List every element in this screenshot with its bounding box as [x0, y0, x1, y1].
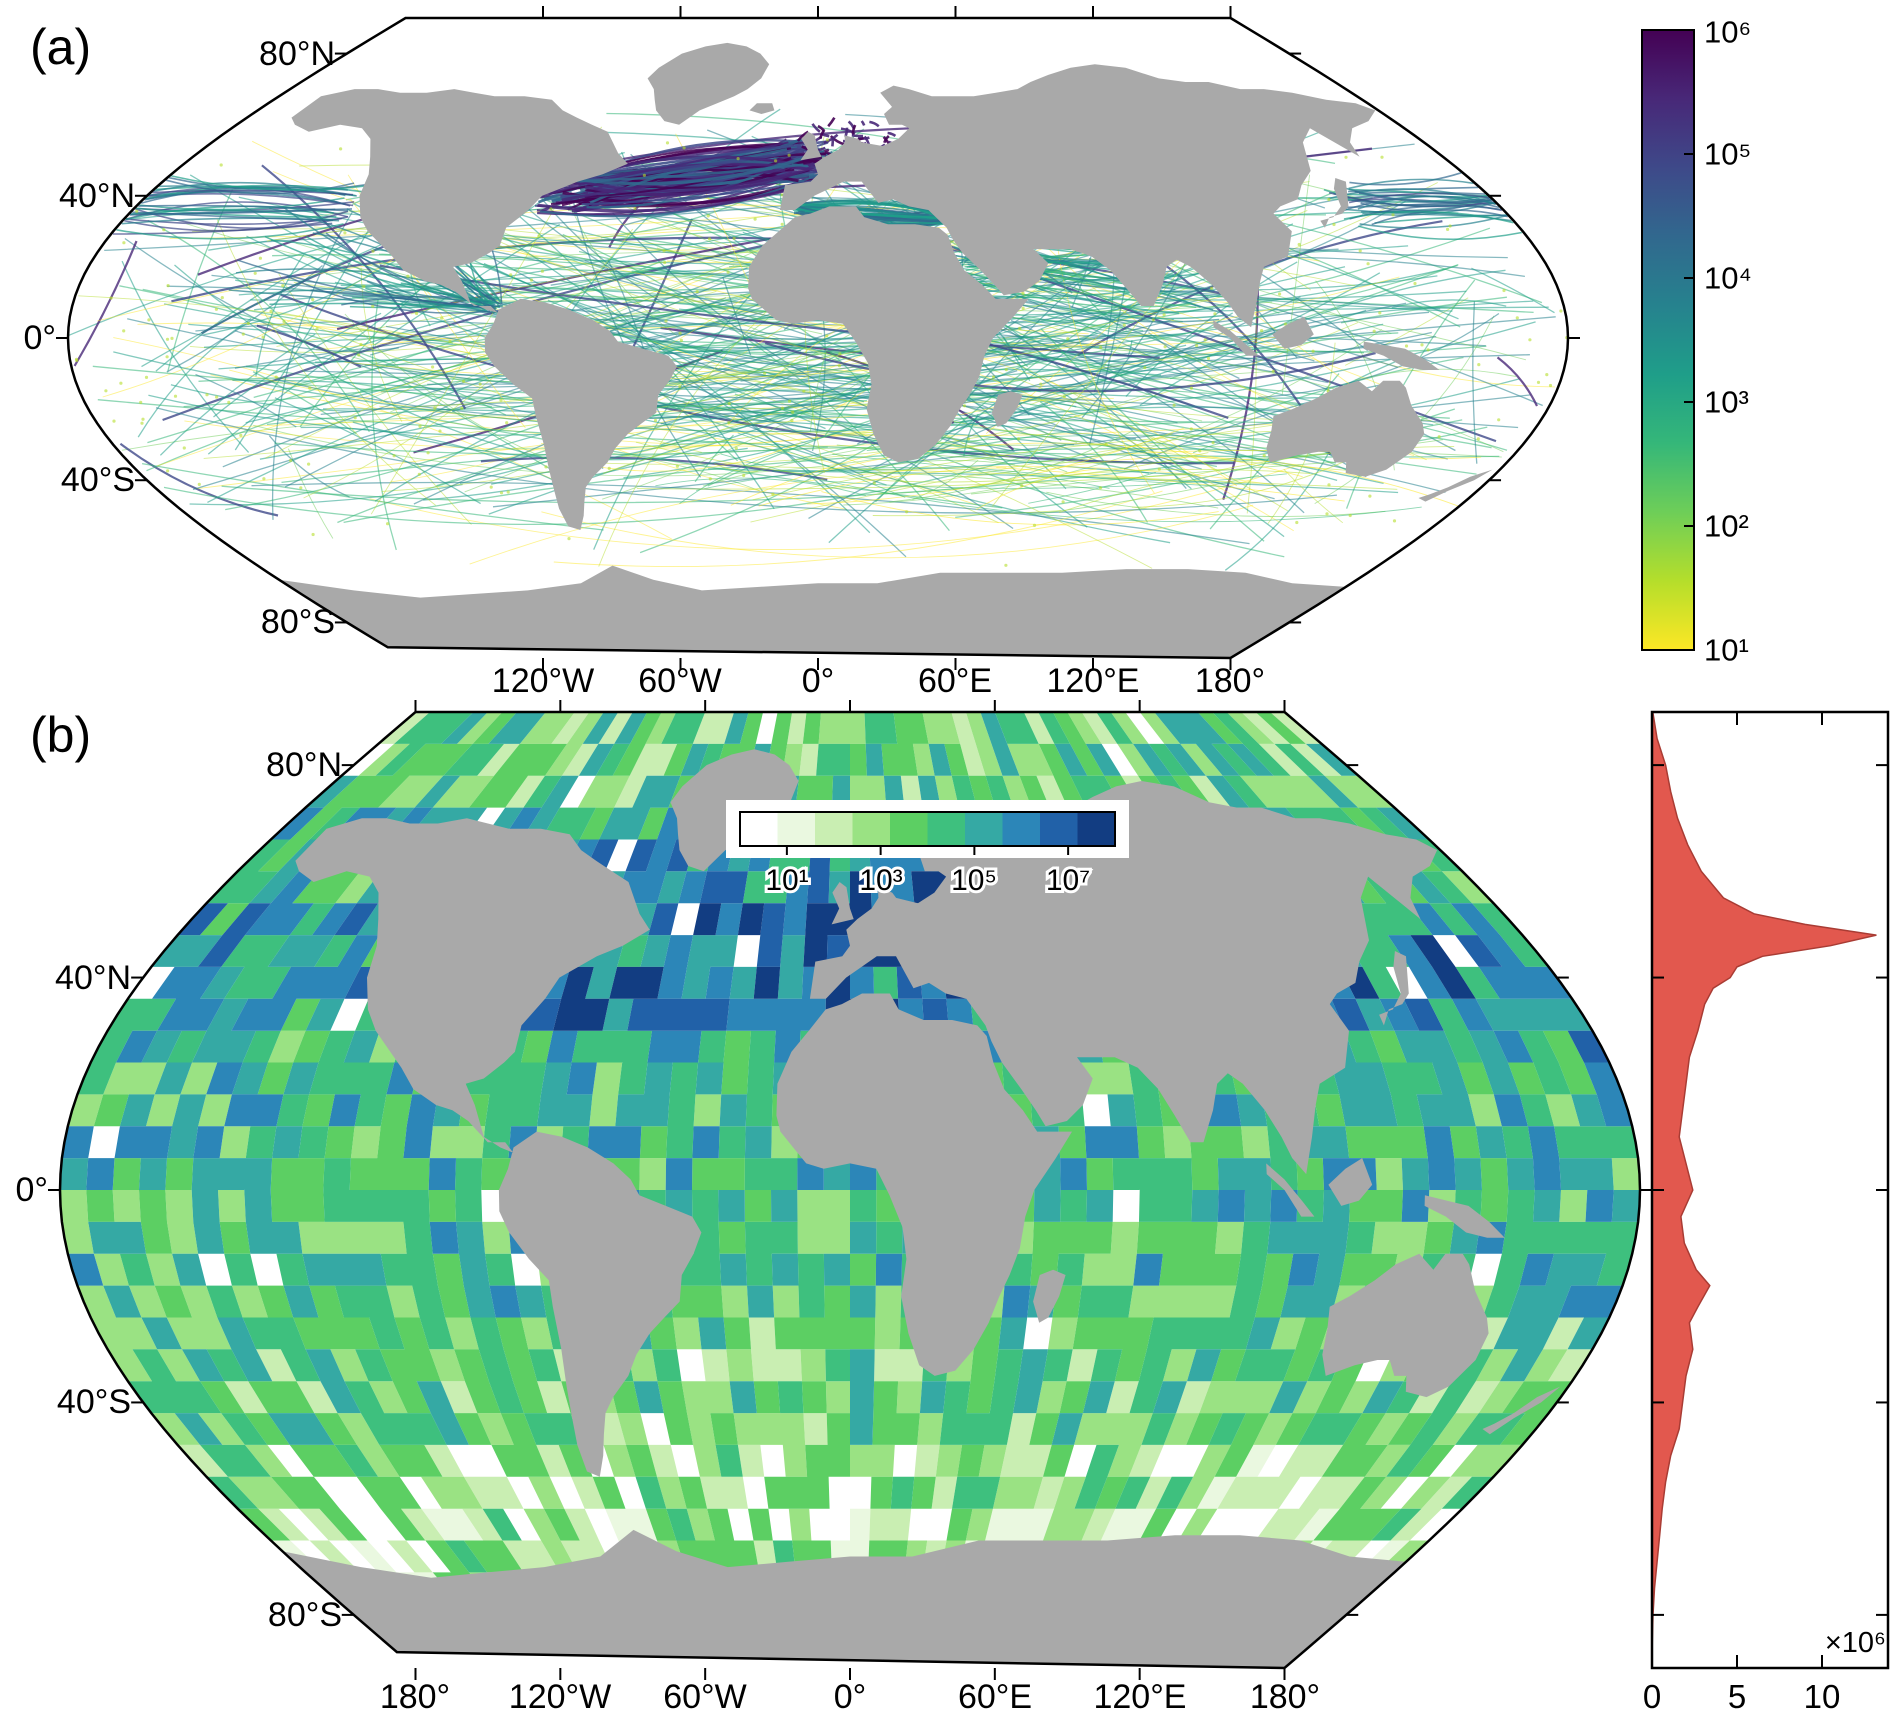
panel-b-lon-labels: 180° 120°W 60°W 0° 60°E 120°E 180° — [380, 1678, 1320, 1716]
zonal-histogram-x-labels: 0 5 10 — [1643, 1678, 1841, 1715]
lat-tick-label: 80°N — [259, 35, 335, 73]
land-shapes — [279, 42, 1493, 658]
lat-tick-label: 40°N — [59, 177, 135, 215]
lat-tick-label: 80°S — [268, 1596, 342, 1634]
colorbar-tick-label: 10⁴ — [1704, 261, 1752, 296]
lon-tick-label: 180° — [1250, 1678, 1320, 1716]
lon-tick-label: 60°E — [918, 662, 992, 700]
colorbar-tick-label: 10³ — [1704, 385, 1749, 420]
panel-a-lat-labels: 80°N 40°N 0° 40°S 80°S — [23, 35, 335, 641]
colorbar-a: 10⁶ 10⁵ 10⁴ 10³ 10² 10¹ — [1641, 15, 1752, 668]
map-b-frame-ticks — [48, 700, 1652, 1680]
colorbar-a-ticks — [1684, 29, 1694, 651]
inset-colorbar-bar — [739, 811, 1116, 855]
lon-tick-label: 180° — [380, 1678, 450, 1716]
map-b-outline — [58, 710, 1642, 1670]
x-tick-label: 5 — [1728, 1678, 1746, 1715]
colorbar-tick-label: 10⁶ — [1704, 15, 1751, 50]
colorbar-tick-label: 10⁵ — [1704, 137, 1751, 172]
inset-tick-label: 10⁵ — [951, 864, 997, 897]
zonal-histogram-ticks — [1651, 712, 1888, 1668]
colorbar-tick-label: 10² — [1704, 509, 1749, 544]
land-shapes — [282, 749, 1561, 1668]
inset-tick-label: 10¹ — [765, 864, 808, 897]
map-b-land-layer — [282, 749, 1561, 1668]
inset-colorbar-labels: 10¹ 10³ 10⁵ 10⁷ — [762, 861, 1093, 900]
colorbar-a-bar — [1641, 29, 1695, 651]
zonal-histogram: ×10⁶ 0 5 10 — [1643, 710, 1890, 1715]
lon-tick-label: 60°E — [958, 1678, 1032, 1716]
lon-tick-label: 120°W — [509, 1678, 611, 1716]
lat-tick-label: 0° — [23, 319, 56, 357]
lat-tick-label: 80°S — [261, 603, 335, 641]
axis-multiplier-label: ×10⁶ — [1825, 1627, 1886, 1659]
inset-tick-label: 10³ — [859, 864, 902, 897]
map-a-land-layer — [279, 42, 1493, 658]
lon-tick-label: 0° — [834, 1678, 867, 1716]
panel-a-track-density-map: (a) 80°N 40°N 0° 40°S 80°S 120°W 60°W 0°… — [23, 6, 1580, 700]
lat-tick-label: 40°S — [57, 1383, 131, 1421]
lat-tick-label: 0° — [15, 1171, 48, 1209]
lat-tick-label: 40°N — [55, 959, 131, 997]
panel-b-lat-labels: 80°N 40°N 0° 40°S 80°S — [15, 746, 342, 1634]
lat-tick-label: 80°N — [266, 746, 342, 784]
lon-tick-label: 60°W — [638, 662, 722, 700]
lon-tick-label: 180° — [1195, 662, 1265, 700]
zonal-histogram-area — [1651, 711, 1877, 1669]
x-tick-label: 10 — [1804, 1678, 1841, 1715]
map-a-frame-ticks — [56, 6, 1580, 670]
colorbar-tick-label: 10¹ — [1704, 633, 1749, 668]
lat-tick-label: 40°S — [61, 461, 135, 499]
inset-colorbar: 10¹ 10³ 10⁵ 10⁷ — [726, 800, 1129, 900]
colorbar-a-labels: 10⁶ 10⁵ 10⁴ 10³ 10² 10¹ — [1704, 15, 1752, 668]
lon-tick-label: 60°W — [663, 1678, 747, 1716]
lon-tick-label: 0° — [802, 662, 835, 700]
x-tick-label: 0 — [1643, 1678, 1661, 1715]
lon-tick-label: 120°W — [492, 662, 594, 700]
panel-b-binned-count-map: (b) 80°N 40°N 0° 40°S 80°S 180° 120°W 60… — [15, 700, 1652, 1716]
map-a-outline — [66, 16, 1570, 660]
zonal-count-profile — [1651, 711, 1877, 1669]
lon-tick-label: 120°E — [1093, 1678, 1186, 1716]
panel-a-lon-labels: 120°W 60°W 0° 60°E 120°E 180° — [492, 662, 1265, 700]
panel-a-label: (a) — [30, 19, 91, 75]
panel-b-label: (b) — [30, 707, 91, 763]
lon-tick-label: 120°E — [1046, 662, 1139, 700]
inset-tick-label: 10⁷ — [1046, 864, 1090, 897]
